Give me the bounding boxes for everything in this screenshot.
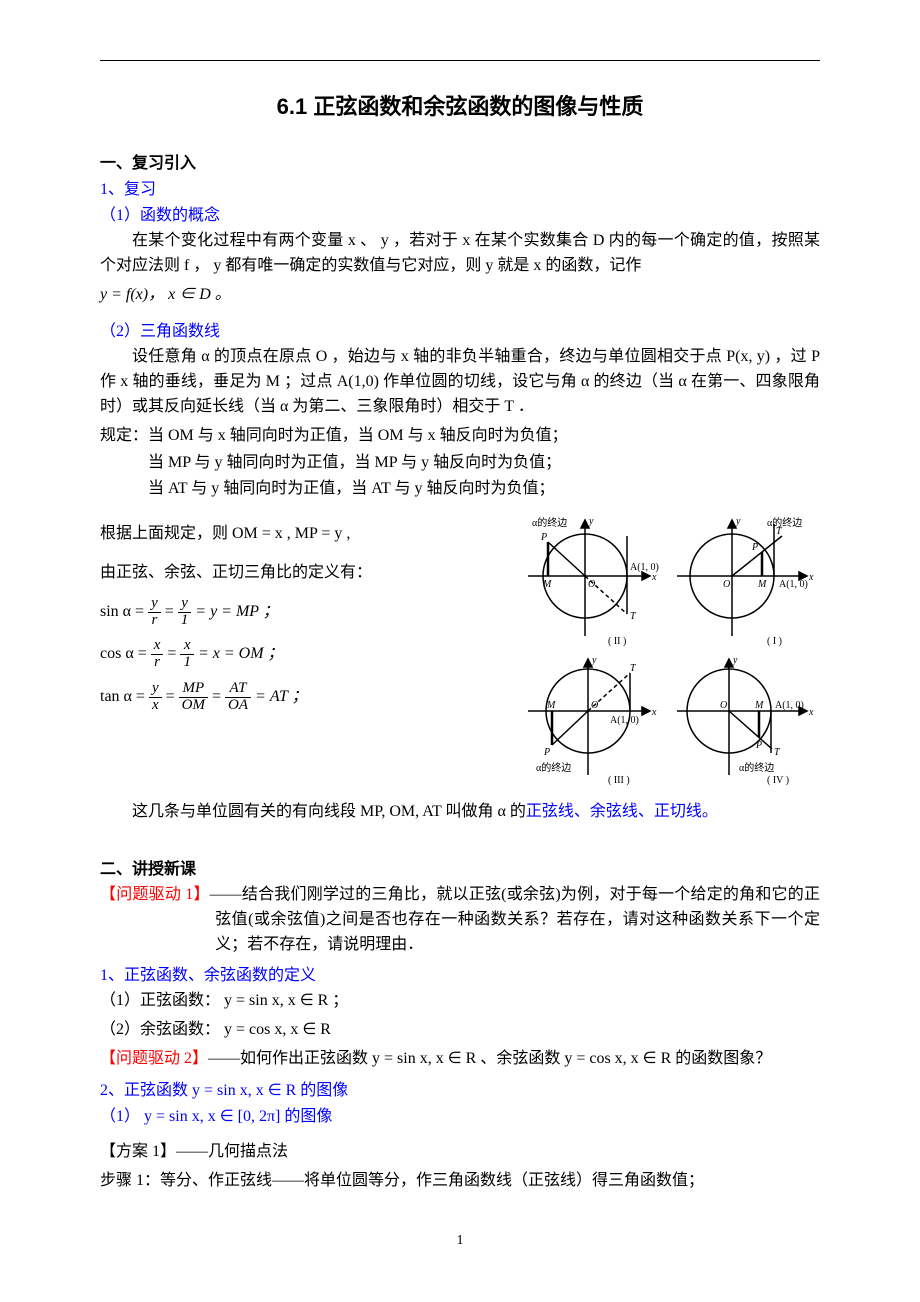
svg-text:T: T bbox=[630, 663, 637, 674]
svg-text:A(1, 0): A(1, 0) bbox=[610, 715, 639, 726]
svg-text:O: O bbox=[591, 700, 598, 711]
svg-text:P: P bbox=[755, 740, 762, 751]
question2: 【问题驱动 2】——如何作出正弦函数 y = sin x, x ∈ R 、余弦函… bbox=[100, 1047, 820, 1072]
svg-text:α的终边: α的终边 bbox=[739, 761, 774, 774]
plan1-heading: 【方案 1】——几何描点法 bbox=[100, 1140, 820, 1165]
def-sin: （1）正弦函数： y = sin x, x ∈ R ； bbox=[100, 989, 820, 1014]
q1-body: ——结合我们刚学过的三角比，就以正弦(或余弦)为例，对于每一个给定的角和它的正弦… bbox=[210, 886, 820, 953]
concept2-rule1: 规定：当 OM 与 x 轴同向时为正值，当 OM 与 x 轴反向时为负值； bbox=[100, 424, 820, 449]
page-title: 6.1 正弦函数和余弦函数的图像与性质 bbox=[100, 89, 820, 121]
plan1-step1: 步骤 1：等分、作正弦线——将单位圆等分，作三角函数线（正弦线）得三角函数值； bbox=[100, 1169, 820, 1194]
eq-sin-lhs: sin α = bbox=[100, 603, 144, 620]
eq-sin: sin α = yr = y1 = y = MP ； bbox=[100, 596, 494, 629]
svg-text:( IV ): ( IV ) bbox=[767, 775, 789, 786]
svg-text:x: x bbox=[808, 707, 814, 718]
svg-text:M: M bbox=[754, 700, 764, 711]
two-column-layout: 根据上面规定，则 OM = x , MP = y , 由正弦、余弦、正切三角比的… bbox=[100, 514, 820, 788]
page-number: 1 bbox=[100, 1233, 820, 1249]
svg-text:A(1, 0): A(1, 0) bbox=[779, 579, 808, 590]
concept1-paragraph: 在某个变化过程中有两个变量 x 、 y ，若对于 x 在某个实数集合 D 内的每… bbox=[100, 229, 820, 279]
svg-text:T: T bbox=[630, 611, 637, 622]
section1-item1: 1、复习 bbox=[100, 175, 820, 199]
svg-text:y: y bbox=[591, 655, 597, 666]
concept1-text: 在某个变化过程中有两个变量 x 、 y ，若对于 x 在某个实数集合 D 内的每… bbox=[100, 232, 820, 274]
graph-sub: （1） y = sin x, x ∈ [0, 2π] 的图像 bbox=[100, 1102, 820, 1126]
question1: 【问题驱动 1】——结合我们刚学过的三角比，就以正弦(或余弦)为例，对于每一个给… bbox=[100, 883, 820, 957]
eq-sin-tail: = y = MP ； bbox=[195, 603, 279, 620]
svg-text:A(1, 0): A(1, 0) bbox=[775, 700, 804, 711]
eq-cos-tail: = x = OM ； bbox=[198, 645, 284, 662]
diagram-q2: α的终边 P M O A(1, 0) x y T ( II ) bbox=[510, 514, 660, 649]
concept2-p1: 设任意角 α 的顶点在原点 O ，始边与 x 轴的非负半轴重合，终边与单位圆相交… bbox=[100, 345, 820, 419]
concept1-equation: y = f(x)， x ∈ D 。 bbox=[100, 283, 820, 308]
svg-text:M: M bbox=[757, 579, 767, 590]
svg-text:P: P bbox=[751, 542, 758, 553]
q2-body: ——如何作出正弦函数 y = sin x, x ∈ R 、余弦函数 y = co… bbox=[208, 1050, 771, 1067]
svg-text:M: M bbox=[542, 579, 552, 590]
top-rule bbox=[100, 60, 820, 61]
svg-text:O: O bbox=[588, 579, 595, 590]
svg-text:y: y bbox=[588, 516, 594, 527]
concept2-heading: （2）三角函数线 bbox=[100, 317, 820, 341]
q1-label: 【问题驱动 1】 bbox=[100, 886, 210, 903]
def-cos: （2）余弦函数： y = cos x, x ∈ R bbox=[100, 1018, 820, 1043]
diagram-q3: T M O A(1, 0) x y P α的终边 ( III ) bbox=[510, 653, 660, 788]
svg-text:O: O bbox=[723, 579, 730, 590]
graph-heading: 2、正弦函数 y = sin x, x ∈ R 的图像 bbox=[100, 1076, 820, 1100]
svg-text:T: T bbox=[774, 747, 781, 758]
eq-tan-tail: = AT ； bbox=[255, 688, 308, 705]
concept1-eq: y = f(x)， x ∈ D 。 bbox=[100, 286, 231, 303]
svg-text:α的终边: α的终边 bbox=[532, 516, 567, 529]
svg-text:α的终边: α的终边 bbox=[767, 516, 802, 529]
svg-text:x: x bbox=[651, 707, 657, 718]
section2-heading: 二、讲授新课 bbox=[100, 855, 820, 879]
concept2-conclusion: 这几条与单位圆有关的有向线段 MP, OM, AT 叫做角 α 的正弦线、余弦线… bbox=[100, 800, 820, 825]
svg-text:O: O bbox=[720, 700, 727, 711]
eq-tan: tan α = yx = MPOM = ATOA = AT ； bbox=[100, 681, 494, 714]
concept2-rule3: 当 AT 与 y 轴同向时为正值，当 AT 与 y 轴反向时为负值； bbox=[100, 477, 820, 502]
svg-text:α的终边: α的终边 bbox=[536, 761, 571, 774]
equations-column: 根据上面规定，则 OM = x , MP = y , 由正弦、余弦、正切三角比的… bbox=[100, 514, 494, 723]
svg-text:x: x bbox=[651, 572, 657, 583]
diagrams-column: α的终边 P M O A(1, 0) x y T ( II ) bbox=[510, 514, 820, 788]
section1-heading: 一、复习引入 bbox=[100, 149, 820, 173]
definition-heading: 1、正弦函数、余弦函数的定义 bbox=[100, 961, 820, 985]
eq-cos: cos α = xr = x1 = x = OM ； bbox=[100, 638, 494, 671]
conclusion-colored: 正弦线、余弦线、正切线。 bbox=[526, 803, 718, 820]
diagram-q4: O M A(1, 0) x y P T α的终边 ( IV ) bbox=[667, 653, 817, 788]
svg-text:M: M bbox=[546, 700, 556, 711]
q2-label: 【问题驱动 2】 bbox=[100, 1050, 208, 1067]
eq-cos-lhs: cos α = bbox=[100, 645, 147, 662]
svg-text:P: P bbox=[540, 532, 547, 543]
eq-tan-lhs: tan α = bbox=[100, 688, 145, 705]
concept2-def-intro: 由正弦、余弦、正切三角比的定义有： bbox=[100, 561, 494, 586]
concept2-rule2: 当 MP 与 y 轴同向时为正值，当 MP 与 y 轴反向时为负值； bbox=[100, 451, 820, 476]
svg-text:y: y bbox=[735, 516, 741, 527]
concept2-result: 根据上面规定，则 OM = x , MP = y , bbox=[100, 522, 494, 547]
svg-text:P: P bbox=[543, 747, 550, 758]
svg-text:y: y bbox=[732, 655, 738, 666]
diagram-q1: α的终边 P T O M A(1, 0) x y ( I ) bbox=[667, 514, 817, 649]
svg-text:( III ): ( III ) bbox=[608, 775, 630, 786]
svg-text:x: x bbox=[808, 572, 814, 583]
svg-text:( II ): ( II ) bbox=[608, 636, 626, 647]
svg-text:( I ): ( I ) bbox=[767, 636, 782, 647]
conclusion-pre: 这几条与单位圆有关的有向线段 MP, OM, AT 叫做角 α 的 bbox=[132, 803, 526, 820]
concept1-heading: （1）函数的概念 bbox=[100, 201, 820, 225]
